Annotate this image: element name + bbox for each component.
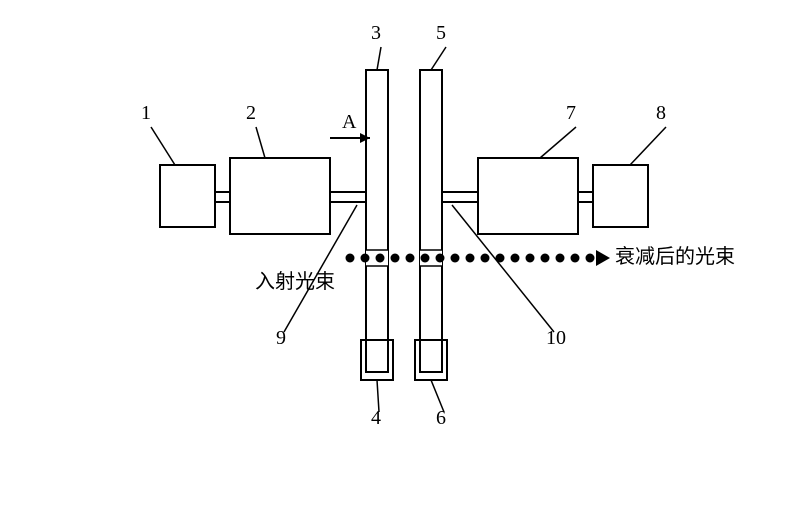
beam-dot <box>526 254 535 263</box>
callout-7: 7 <box>566 102 576 124</box>
beam-dot <box>391 254 400 263</box>
beam-dot <box>571 254 580 263</box>
beam-dot <box>361 254 370 263</box>
beam-arrowhead <box>596 250 610 266</box>
beam-dot <box>376 254 385 263</box>
beam-dot <box>556 254 565 263</box>
beam-dot <box>421 254 430 263</box>
callout-6: 6 <box>436 407 446 429</box>
callout-5: 5 <box>436 22 446 44</box>
beam-dot <box>511 254 520 263</box>
callout-10: 10 <box>546 327 566 349</box>
attenuated-beam-label: 衰减后的光束 <box>615 245 735 268</box>
callout-3: 3 <box>371 22 381 44</box>
beam-dot <box>406 254 415 263</box>
callout-1: 1 <box>141 102 151 124</box>
callout-8: 8 <box>656 102 666 124</box>
beam-dot <box>541 254 550 263</box>
beam-dot <box>481 254 490 263</box>
beam-dot <box>346 254 355 263</box>
beam-dot <box>586 254 595 263</box>
beam-dot <box>451 254 460 263</box>
beam-dot <box>466 254 475 263</box>
arrow-a-label: A <box>342 111 357 133</box>
callout-2: 2 <box>246 102 256 124</box>
beam-dot <box>436 254 445 263</box>
schematic-diagram: A入射光束衰减后的光束12345678910 <box>0 0 800 516</box>
incident-beam-label: 入射光束 <box>255 270 335 293</box>
